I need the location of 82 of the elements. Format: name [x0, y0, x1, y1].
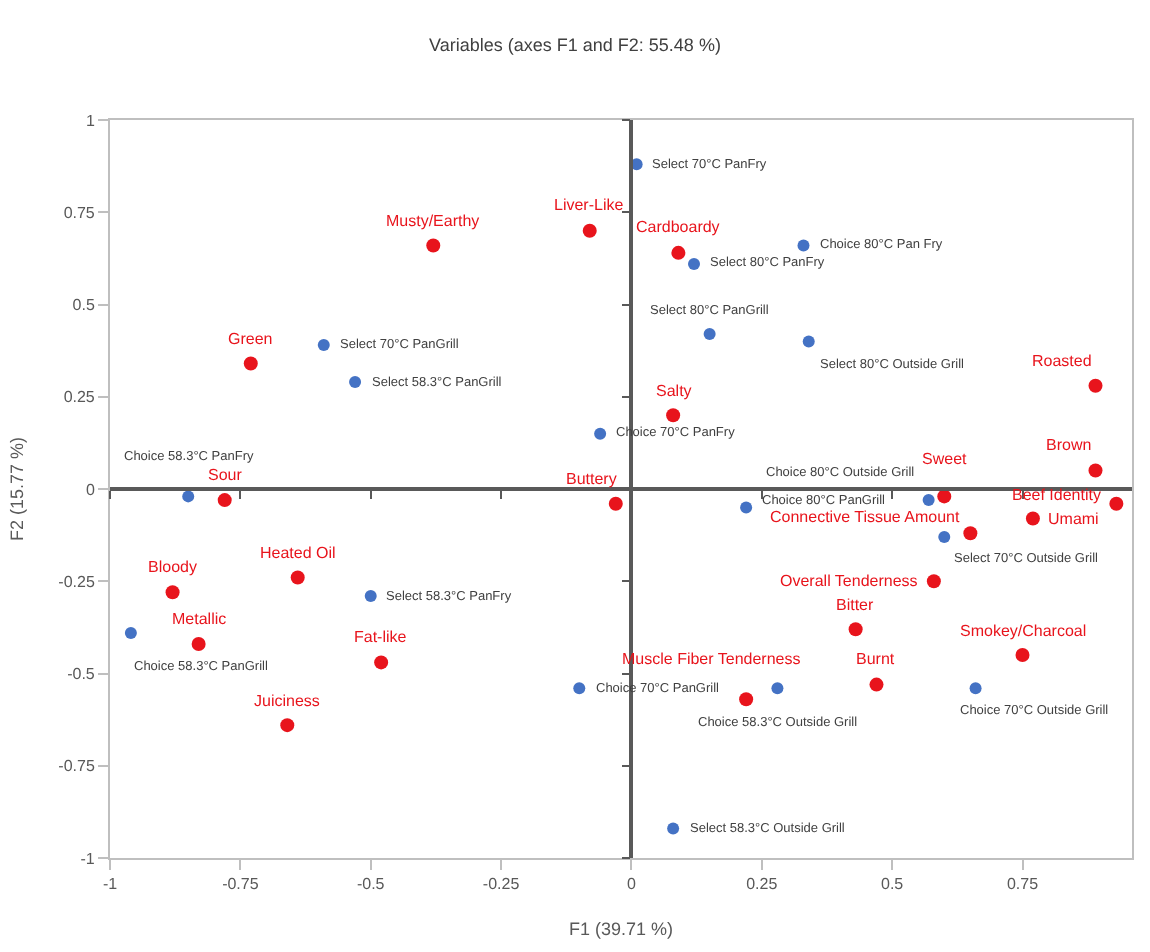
point — [594, 427, 607, 440]
point — [938, 530, 951, 543]
x-tick-label: -1 — [102, 875, 119, 894]
point — [671, 245, 686, 260]
point — [739, 692, 754, 707]
point — [969, 682, 982, 695]
annotation: Sour — [208, 466, 243, 484]
point — [364, 590, 377, 603]
point — [802, 335, 815, 348]
point — [290, 570, 305, 585]
annotation: Liver-Like — [554, 196, 625, 214]
point — [374, 655, 389, 670]
annotation: Sweet — [922, 450, 969, 468]
point — [667, 822, 680, 835]
annotation: Beef Identity — [1012, 486, 1101, 504]
point — [1015, 648, 1030, 663]
annotation: Smokey/Charcoal — [960, 622, 1087, 640]
point — [582, 223, 597, 238]
point — [349, 376, 362, 388]
point — [217, 493, 232, 508]
annotation: Heated Oil — [260, 544, 337, 562]
point — [963, 526, 978, 541]
y-axis-title: F2 (15.77 %) — [7, 436, 28, 542]
point — [740, 501, 753, 514]
annotation: Umami — [1048, 510, 1100, 528]
y-tick-label: 0 — [85, 480, 96, 499]
annotation: Brown — [1046, 436, 1092, 454]
annotation: Burnt — [856, 650, 896, 668]
point — [426, 238, 441, 253]
point — [1088, 463, 1103, 478]
annotation: Green — [228, 330, 273, 348]
point — [1025, 511, 1040, 526]
point — [937, 489, 952, 504]
annotation: Fat-like — [354, 628, 408, 646]
point — [608, 496, 623, 511]
y-tick-label: -0.5 — [67, 665, 96, 684]
annotation: Bloody — [148, 558, 197, 576]
annotation: Connective Tissue Amount — [770, 508, 961, 526]
point — [848, 622, 863, 637]
x-tick-label: -0.75 — [222, 875, 260, 894]
x-tick-label: 0.25 — [746, 875, 779, 894]
annotation: Bitter — [836, 596, 875, 614]
annotation: Overall Tenderness — [780, 572, 918, 590]
point — [243, 356, 258, 371]
y-tick-label: 0.75 — [63, 203, 96, 222]
x-tick-label: -0.25 — [482, 875, 521, 894]
point — [1109, 496, 1124, 511]
y-tick-label: -1 — [80, 849, 96, 868]
point — [280, 718, 295, 733]
annotation: Roasted — [1032, 352, 1092, 370]
point — [703, 328, 716, 341]
point — [666, 408, 681, 423]
y-tick-label: 0.5 — [72, 296, 96, 315]
point — [922, 494, 935, 507]
annotation: Metallic — [172, 610, 227, 628]
point — [124, 626, 137, 639]
point — [869, 677, 884, 692]
y-tick-label: 0.25 — [63, 388, 96, 407]
point — [688, 257, 700, 270]
point — [182, 490, 195, 503]
annotation: Juiciness — [254, 692, 320, 710]
annotation: Salty — [656, 382, 692, 400]
x-axis-title: F1 (39.71 %) — [568, 918, 674, 939]
x-tick-label: 0.5 — [881, 875, 905, 894]
y-tick-label: -0.75 — [58, 757, 96, 776]
y-tick-label: 1 — [85, 111, 96, 130]
point — [573, 682, 586, 695]
point — [317, 339, 330, 352]
x-tick-label: 0 — [626, 875, 637, 894]
point — [926, 574, 941, 589]
annotation: Buttery — [566, 470, 617, 488]
x-tick-label: 0.75 — [1006, 875, 1040, 894]
y-tick-label: -0.25 — [58, 572, 96, 591]
point — [771, 682, 784, 695]
point — [191, 636, 206, 651]
annotation: Musty/Earthy — [386, 212, 480, 230]
annotation: Cardboardy — [636, 218, 720, 236]
point — [797, 239, 810, 252]
x-tick-label: -0.5 — [356, 875, 386, 894]
point — [165, 585, 180, 600]
point — [1088, 378, 1103, 393]
chart-title: Variables (axes F1 and F2: 55.48 %) — [429, 34, 721, 55]
